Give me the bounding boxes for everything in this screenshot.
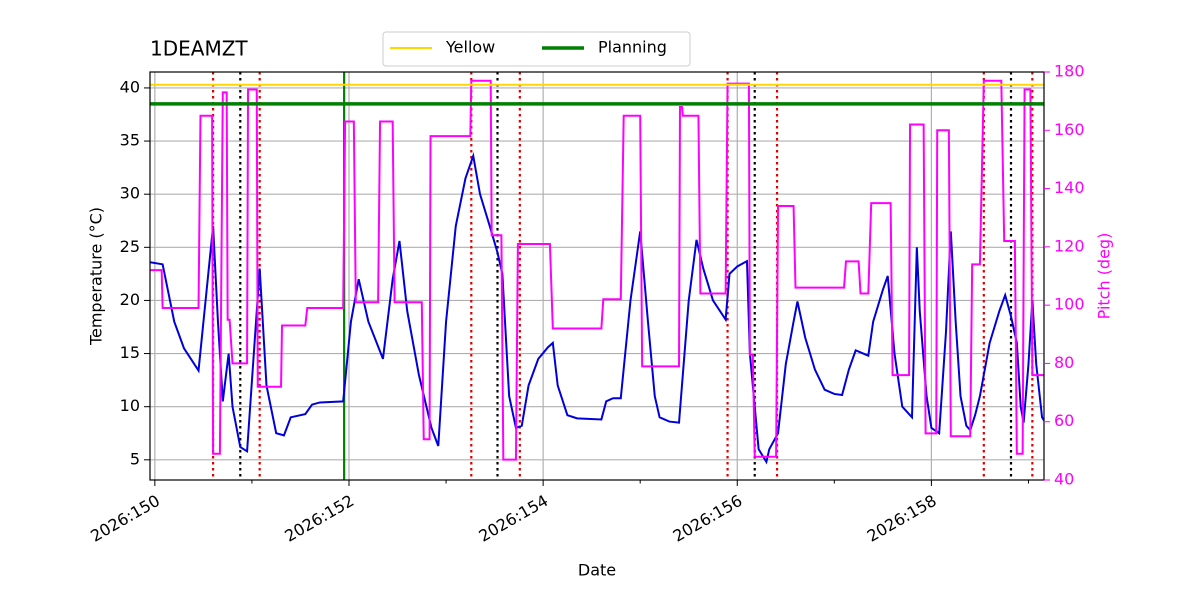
x-axis-label: Date bbox=[578, 561, 616, 580]
axes: 2026:150 2026:152 2026:154 2026:156 2026:158… bbox=[87, 62, 1084, 546]
legend-label: Yellow bbox=[445, 38, 495, 57]
y2-axis-label: Pitch (deg) bbox=[1095, 233, 1114, 320]
data-line bbox=[150, 151, 1044, 465]
y2-tick-label: 120 bbox=[1054, 236, 1085, 255]
x-tick-label: 2026:152 bbox=[281, 491, 357, 546]
y2-tick-label: 180 bbox=[1054, 62, 1085, 81]
y-tick-label: 25 bbox=[120, 237, 140, 256]
y2-tick-label: 140 bbox=[1054, 178, 1085, 197]
grid bbox=[150, 72, 1044, 480]
x-tick-label: 2026:156 bbox=[670, 491, 746, 546]
x-tick-label: 2026:158 bbox=[864, 491, 940, 546]
y-tick-label: 40 bbox=[120, 77, 140, 96]
y-tick-label: 5 bbox=[130, 449, 140, 468]
legend: Yellow Planning bbox=[390, 38, 667, 57]
y2-tick-label: 100 bbox=[1054, 295, 1085, 314]
plot-frame bbox=[149, 71, 1045, 481]
y-tick-label: 30 bbox=[120, 184, 140, 203]
y2-tick-label: 40 bbox=[1054, 470, 1074, 489]
y-tick-label: 10 bbox=[120, 396, 140, 415]
y-tick-label: 15 bbox=[120, 343, 140, 362]
y2-tick-label: 60 bbox=[1054, 411, 1074, 430]
y2-tick-label: 80 bbox=[1054, 353, 1074, 372]
x-tick-label: 2026:150 bbox=[87, 491, 163, 546]
data-line bbox=[150, 79, 1044, 461]
legend-box bbox=[382, 31, 691, 67]
y2-tick-label: 160 bbox=[1054, 120, 1085, 139]
y-tick-label: 20 bbox=[120, 290, 140, 309]
x-tick-label: 2026:154 bbox=[475, 491, 551, 546]
legend-label: Planning bbox=[598, 38, 667, 57]
plot-area bbox=[150, 72, 1044, 480]
y-tick-label: 35 bbox=[120, 131, 140, 150]
y-axis-label: Temperature (°C) bbox=[87, 207, 106, 346]
chart-title: 1DEAMZT bbox=[150, 37, 248, 61]
